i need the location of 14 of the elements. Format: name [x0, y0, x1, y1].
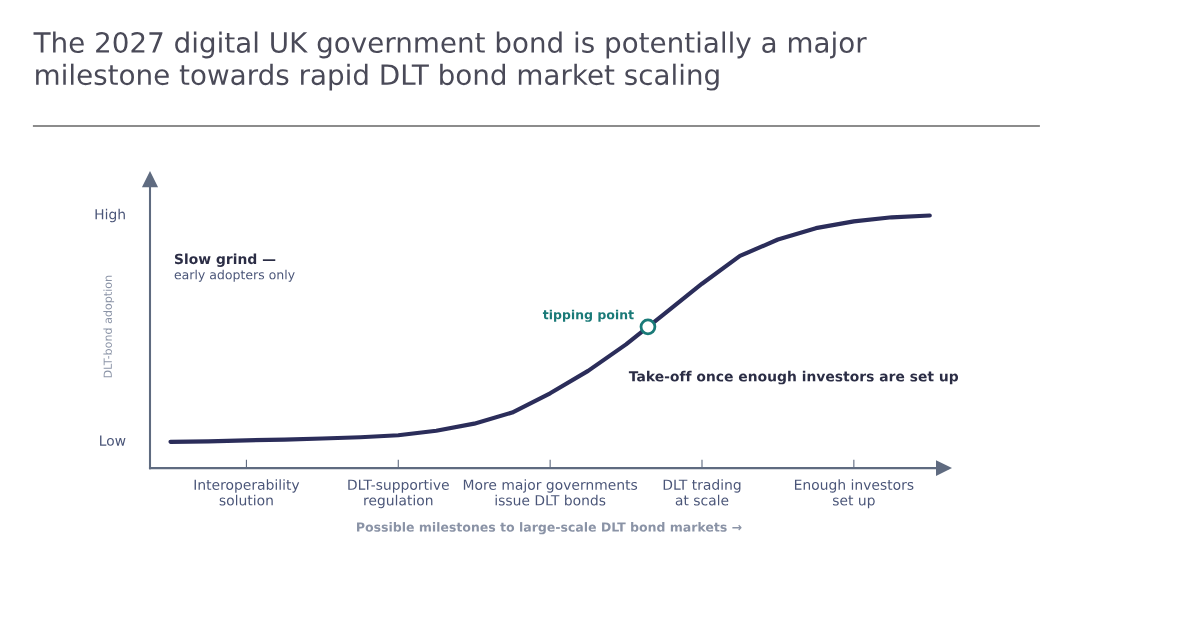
x-tick-label: More major governments issue DLT bonds [463, 479, 638, 506]
annotation: Slow grind — [174, 253, 276, 267]
annotation: tipping point [542, 309, 634, 322]
x-tick-label: DLT-supportive regulation [348, 479, 449, 509]
x-tick-label: Interoperability solution [194, 479, 300, 506]
text: Low [100, 435, 126, 446]
x-axis-title: Possible milestones to large-scale DLT bond markets → [357, 522, 742, 535]
x-tick-label: Enough investors set up [794, 479, 914, 509]
annotation: Take-off once enough investors are set up [628, 370, 959, 385]
annotation: early adopters only [174, 269, 295, 282]
text: High [95, 208, 125, 223]
x-tick-label: DLT trading at scale [663, 479, 741, 506]
y-axis-title: DLT-bond adoption [103, 275, 115, 378]
chart-title: The 2027 digital UK government bond is potentially a major milestone towards rapid DLT bond market scaling [33, 31, 867, 91]
